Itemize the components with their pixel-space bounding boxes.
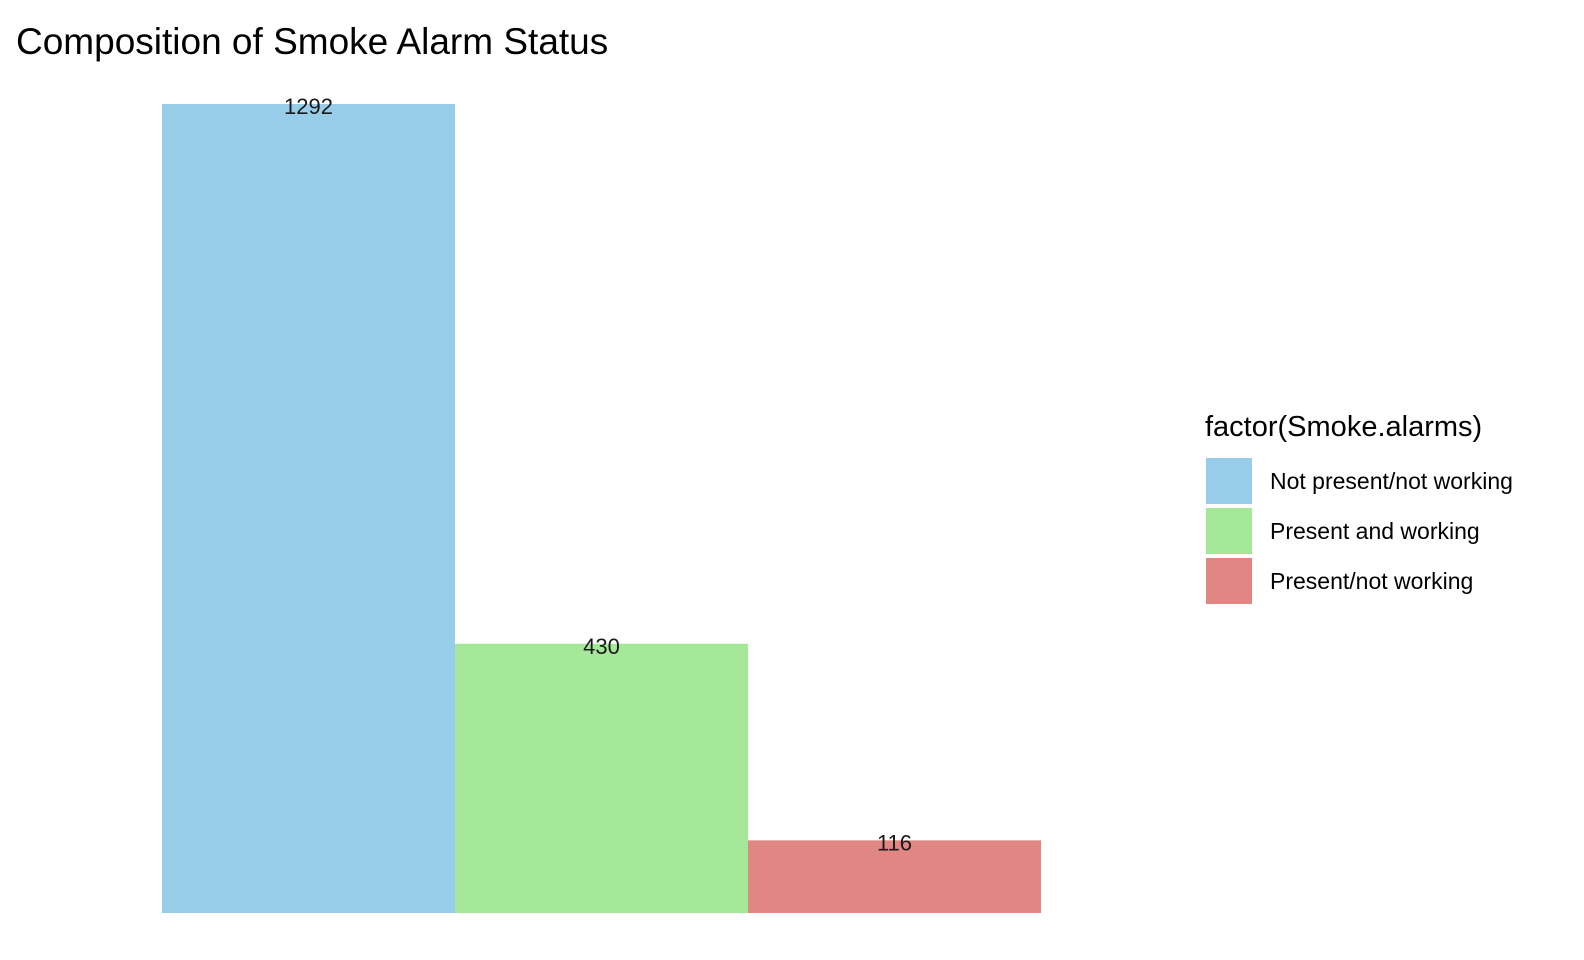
legend-swatch xyxy=(1206,458,1252,504)
bar-present-not-working xyxy=(748,840,1041,913)
bar-not-present-not-working xyxy=(162,104,455,913)
legend-label: Not present/not working xyxy=(1270,467,1513,494)
legend-title: factor(Smoke.alarms) xyxy=(1205,411,1483,443)
bar-present-and-working xyxy=(455,643,748,913)
legend-item-present-not-working: Present/not working xyxy=(1205,556,1513,606)
legend: factor(Smoke.alarms) Not present/not wor… xyxy=(1205,408,1513,606)
legend-swatch xyxy=(1206,508,1252,554)
legend-label: Present/not working xyxy=(1270,567,1474,594)
legend-item-not-present-not-working: Not present/not working xyxy=(1205,456,1513,506)
legend-item-present-and-working: Present and working xyxy=(1205,506,1513,556)
data-label-not-present-not-working: 1292 xyxy=(284,94,333,119)
legend-label: Present and working xyxy=(1270,517,1480,544)
legend-swatch xyxy=(1206,558,1252,604)
data-label-present-and-working: 430 xyxy=(583,634,620,659)
chart-title: Composition of Smoke Alarm Status xyxy=(16,21,609,62)
data-label-present-not-working: 116 xyxy=(877,830,912,855)
